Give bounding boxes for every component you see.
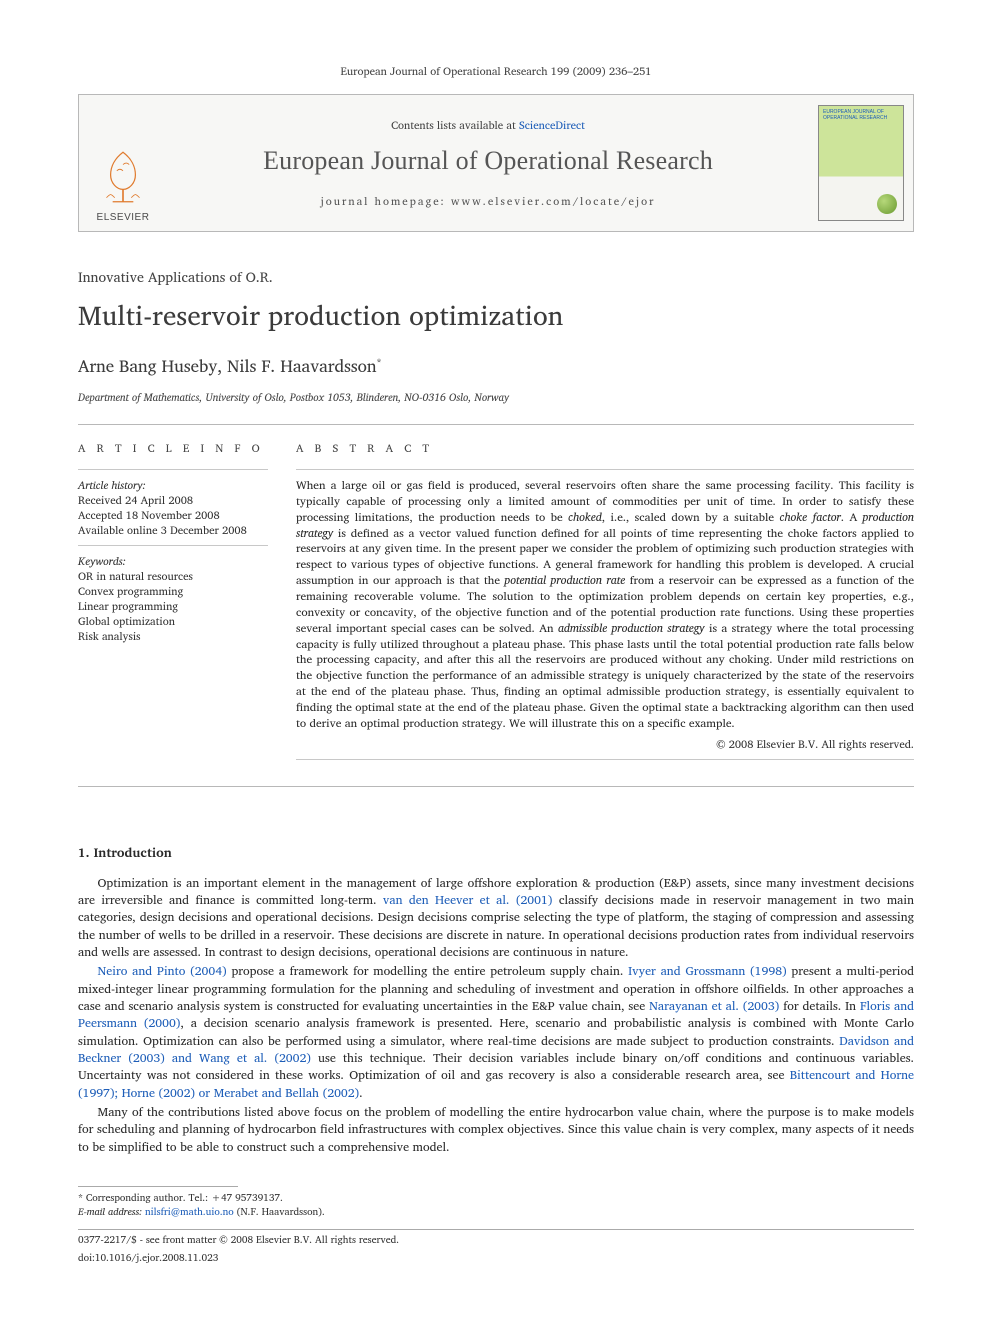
page: European Journal of Operational Research… — [0, 0, 992, 1305]
authors: Arne Bang Huseby, Nils F. Haavardsson* — [78, 353, 914, 380]
article-title: Multi-reservoir production optimization — [78, 293, 914, 337]
footnotes: * Corresponding author. Tel.: +47 957391… — [78, 1191, 914, 1219]
paragraph-3: Many of the contributions listed above f… — [78, 1104, 914, 1156]
elsevier-tree-icon — [92, 146, 154, 208]
doi-note: doi:10.1016/j.ejor.2008.11.023 — [78, 1252, 914, 1266]
abstract-text: When a large oil or gas field is produce… — [296, 478, 914, 732]
author-email-link[interactable]: nilsfri@math.uio.no — [145, 1204, 234, 1220]
article-history: Article history: Received 24 April 2008 … — [78, 478, 274, 537]
abstract-rule — [296, 469, 914, 470]
banner-center: Contents lists available at ScienceDirec… — [167, 95, 809, 231]
p2-text-d: , a decision scenario analysis framework… — [78, 1013, 914, 1050]
contents-line: Contents lists available at ScienceDirec… — [391, 116, 585, 134]
journal-cover-thumb: EUROPEAN JOURNAL OF OPERATIONAL RESEARCH — [818, 105, 904, 221]
keywords-block: Keywords: OR in natural resources Convex… — [78, 554, 274, 643]
keyword-4: Risk analysis — [78, 627, 141, 645]
header-citation: European Journal of Operational Research… — [78, 62, 914, 80]
abstract-bottom-rule — [296, 759, 914, 760]
section-1-heading: 1. Introduction — [78, 841, 914, 863]
journal-name: European Journal of Operational Research — [263, 146, 713, 176]
article-info-heading: A R T I C L E I N F O — [78, 439, 274, 457]
bottom-rule — [78, 1229, 914, 1230]
paragraph-2: Neiro and Pinto (2004) propose a framewo… — [78, 963, 914, 1102]
divider-bottom — [78, 786, 914, 787]
footnote-rule — [78, 1186, 238, 1187]
paragraph-1: Optimization is an important element in … — [78, 875, 914, 962]
front-matter-note: 0377-2217/$ - see front matter © 2008 El… — [78, 1234, 914, 1248]
divider-top — [78, 424, 914, 425]
article-info-column: A R T I C L E I N F O Article history: R… — [78, 439, 296, 768]
publisher-logo-block: ELSEVIER — [79, 95, 167, 231]
info-rule-1 — [78, 469, 268, 470]
info-rule-2 — [78, 545, 268, 546]
history-online: Available online 3 December 2008 — [78, 521, 247, 539]
cover-globe-icon — [877, 194, 897, 214]
contents-prefix: Contents lists available at — [391, 116, 519, 134]
affiliation: Department of Mathematics, University of… — [78, 388, 914, 406]
email-label: E-mail address: — [78, 1204, 142, 1220]
journal-banner: ELSEVIER Contents lists available at Sci… — [78, 94, 914, 232]
abstract-heading: A B S T R A C T — [296, 439, 914, 457]
email-line: E-mail address: nilsfri@math.uio.no (N.F… — [78, 1205, 914, 1219]
author-names: Arne Bang Huseby, Nils F. Haavardsson — [78, 353, 376, 380]
cover-title: EUROPEAN JOURNAL OF OPERATIONAL RESEARCH — [823, 110, 899, 121]
abstract-column: A B S T R A C T When a large oil or gas … — [296, 439, 914, 768]
publisher-name: ELSEVIER — [97, 212, 150, 223]
article-section-label: Innovative Applications of O.R. — [78, 266, 914, 289]
info-abstract-row: A R T I C L E I N F O Article history: R… — [78, 439, 914, 768]
journal-homepage: journal homepage: www.elsevier.com/locat… — [321, 192, 656, 210]
banner-right: EUROPEAN JOURNAL OF OPERATIONAL RESEARCH — [809, 95, 913, 231]
corresponding-marker: * — [376, 354, 381, 370]
abstract-copyright: © 2008 Elsevier B.V. All rights reserved… — [296, 735, 914, 753]
corresponding-author-note: * Corresponding author. Tel.: +47 957391… — [78, 1191, 914, 1205]
email-suffix: (N.F. Haavardsson). — [234, 1204, 325, 1220]
p2-text-f: . — [359, 1083, 362, 1103]
sciencedirect-link[interactable]: ScienceDirect — [519, 116, 585, 134]
